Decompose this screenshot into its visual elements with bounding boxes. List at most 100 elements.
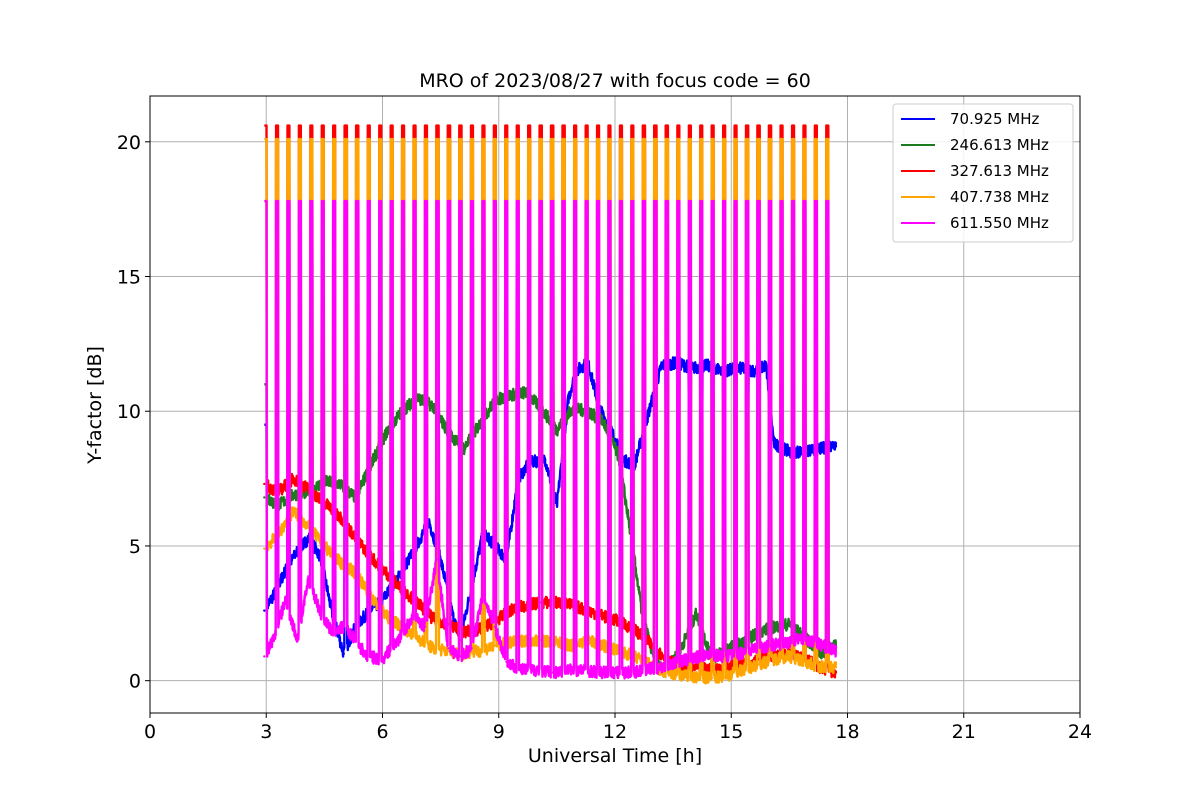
data-point [567, 396, 570, 399]
data-point [660, 364, 663, 367]
data-point [551, 671, 555, 674]
data-point [764, 364, 768, 367]
legend-entry: 246.613 MHz [950, 136, 1049, 154]
data-point [834, 665, 838, 669]
data-point [470, 647, 473, 650]
x-tick-label: 12 [603, 721, 627, 743]
data-point [493, 644, 497, 647]
data-point [451, 612, 454, 615]
data-point [385, 614, 388, 618]
data-point [509, 393, 512, 397]
y-tick-label: 15 [117, 267, 141, 289]
x-tick-label: 18 [835, 721, 859, 743]
data-point [342, 652, 345, 655]
data-point [524, 639, 528, 642]
y-axis-label: Y-factor [dB] [84, 346, 106, 465]
data-point [381, 657, 384, 661]
data-point [772, 442, 776, 445]
data-point [263, 655, 266, 658]
legend-box [892, 103, 1074, 243]
data-point [737, 366, 741, 370]
data-point [706, 364, 710, 367]
data-point [710, 676, 714, 680]
data-point [396, 639, 400, 642]
series-group [263, 124, 838, 685]
data-point [726, 665, 729, 669]
data-point [509, 641, 512, 645]
data-point [613, 671, 617, 674]
data-point [354, 639, 357, 642]
data-point [319, 612, 322, 615]
data-point [478, 423, 481, 426]
x-tick-label: 15 [719, 721, 743, 743]
data-point [788, 622, 791, 626]
data-point [338, 560, 342, 564]
data-point [431, 647, 435, 650]
data-point [706, 652, 710, 655]
data-point [555, 641, 559, 645]
data-point [431, 617, 435, 620]
data-point [520, 668, 524, 672]
data-point [695, 676, 698, 680]
data-point [263, 609, 266, 612]
axis-ticks: 0 3 6 9 12 15 18 21 24 0 5 10 15 20 [117, 132, 1092, 743]
data-point [602, 644, 605, 647]
data-point [509, 609, 512, 612]
data-point [726, 647, 729, 650]
data-point [458, 655, 462, 658]
data-point [478, 649, 481, 653]
data-point [737, 652, 741, 655]
x-tick-label: 0 [144, 721, 156, 743]
data-point [493, 625, 497, 628]
data-point [536, 668, 539, 672]
series-4 [263, 199, 838, 680]
data-point [788, 450, 791, 453]
y-tick-label: 0 [129, 671, 141, 693]
y-tick-label: 20 [117, 132, 141, 154]
data-point [602, 614, 605, 618]
data-point [435, 558, 438, 561]
data-point [307, 577, 311, 580]
legend-entry: 70.925 MHz [950, 110, 1039, 128]
data-point [753, 647, 756, 650]
data-point [772, 625, 776, 628]
data-point [555, 601, 559, 604]
x-tick-label: 3 [260, 721, 272, 743]
data-point [834, 671, 838, 674]
y-tick-label: 10 [117, 401, 141, 423]
data-point [385, 571, 388, 575]
data-point [695, 665, 698, 669]
data-point [462, 447, 466, 451]
data-point [544, 458, 547, 461]
x-tick-label: 6 [376, 721, 388, 743]
legend-entry: 327.613 MHz [950, 162, 1049, 180]
chart-title: MRO of 2023/08/27 with focus code = 60 [419, 70, 811, 92]
data-point [582, 668, 586, 672]
data-point [292, 493, 295, 496]
data-point [505, 660, 508, 664]
data-point [555, 428, 559, 432]
data-point [788, 655, 791, 658]
data-point [263, 482, 266, 486]
data-point [598, 671, 601, 674]
data-point [292, 509, 295, 513]
data-point [284, 598, 287, 602]
data-point [753, 369, 756, 373]
legend: 70.925 MHz 246.613 MHz 327.613 MHz 407.738 … [892, 103, 1074, 243]
series-line [263, 199, 838, 680]
data-point [834, 442, 838, 445]
data-point [447, 649, 450, 653]
data-point [629, 671, 632, 674]
data-point [423, 625, 427, 628]
data-point [695, 612, 698, 615]
data-point [722, 655, 725, 658]
data-point [338, 515, 342, 518]
data-point [524, 604, 528, 607]
data-point [416, 636, 419, 639]
data-point [396, 577, 400, 580]
data-point [819, 665, 822, 669]
data-point [644, 668, 648, 672]
y-tick-label: 5 [129, 536, 141, 558]
x-axis-label: Universal Time [h] [528, 745, 702, 767]
